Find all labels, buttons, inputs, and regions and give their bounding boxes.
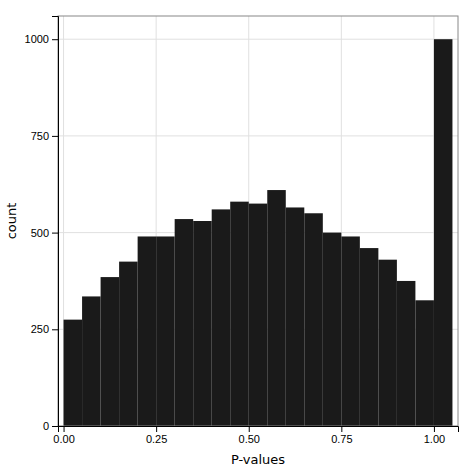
tick-label: 1.00 (424, 433, 445, 445)
tick: 0.00 (53, 426, 74, 445)
axis-line (52, 17, 59, 427)
tick-mark (52, 329, 58, 330)
tick-label: 0.75 (331, 433, 352, 445)
bar (101, 277, 120, 426)
tick-label: 0.25 (146, 433, 167, 445)
tick-mark (156, 426, 157, 432)
tick-label: 750 (31, 130, 49, 142)
tick: 0 (43, 420, 58, 432)
bar (397, 281, 416, 426)
bar (304, 213, 323, 426)
tick-mark (249, 426, 250, 432)
y-axis-title: count (4, 203, 19, 240)
bar (64, 320, 83, 426)
tick-label: 0.50 (239, 433, 260, 445)
grid-line (58, 39, 458, 40)
tick: 1000 (25, 33, 58, 45)
bar (378, 260, 397, 426)
tick: 750 (31, 130, 58, 142)
tick: 0.25 (146, 426, 167, 445)
tick: 0.75 (331, 426, 352, 445)
tick-label: 250 (31, 323, 49, 335)
bar (82, 296, 101, 426)
bar (360, 248, 379, 426)
grid (58, 16, 458, 426)
tick-label: 500 (31, 227, 49, 239)
tick-mark (52, 233, 58, 234)
tick-label: 0 (43, 420, 49, 432)
chart: 0.00 0.25 0.50 0.75 1.00 0 250 500 750 1000 P-valu… (0, 0, 474, 474)
bar (434, 39, 453, 426)
tick-mark (64, 426, 65, 432)
y-axis: 0 250 500 750 1000 (25, 17, 59, 433)
bar (230, 202, 249, 426)
tick-mark (434, 426, 435, 432)
x-axis: 0.00 0.25 0.50 0.75 1.00 (53, 426, 458, 445)
bar (267, 190, 286, 426)
tick-label: 0.00 (53, 433, 74, 445)
tick-label: 1000 (25, 33, 49, 45)
grid-line (58, 135, 458, 136)
tick: 0.50 (239, 426, 260, 445)
bar (286, 207, 305, 426)
bars (64, 39, 453, 426)
axis-line (59, 427, 459, 433)
x-axis-title: P-values (231, 452, 285, 467)
tick-mark (52, 426, 58, 427)
bar (249, 204, 268, 426)
tick-mark (341, 426, 342, 432)
tick-mark (52, 136, 58, 137)
plot-frame (58, 16, 458, 426)
tick: 500 (31, 227, 58, 239)
bar (119, 262, 138, 426)
tick-mark (52, 39, 58, 40)
plot: 0.00 0.25 0.50 0.75 1.00 0 250 500 750 1000 (25, 16, 459, 445)
bar (156, 236, 175, 426)
bar (415, 300, 434, 426)
bar (212, 209, 231, 426)
tick: 250 (31, 323, 58, 335)
tick: 1.00 (424, 426, 445, 445)
bar (138, 236, 157, 426)
bar (341, 236, 360, 426)
bar (175, 219, 194, 426)
bar (323, 233, 342, 426)
bar (193, 221, 212, 426)
